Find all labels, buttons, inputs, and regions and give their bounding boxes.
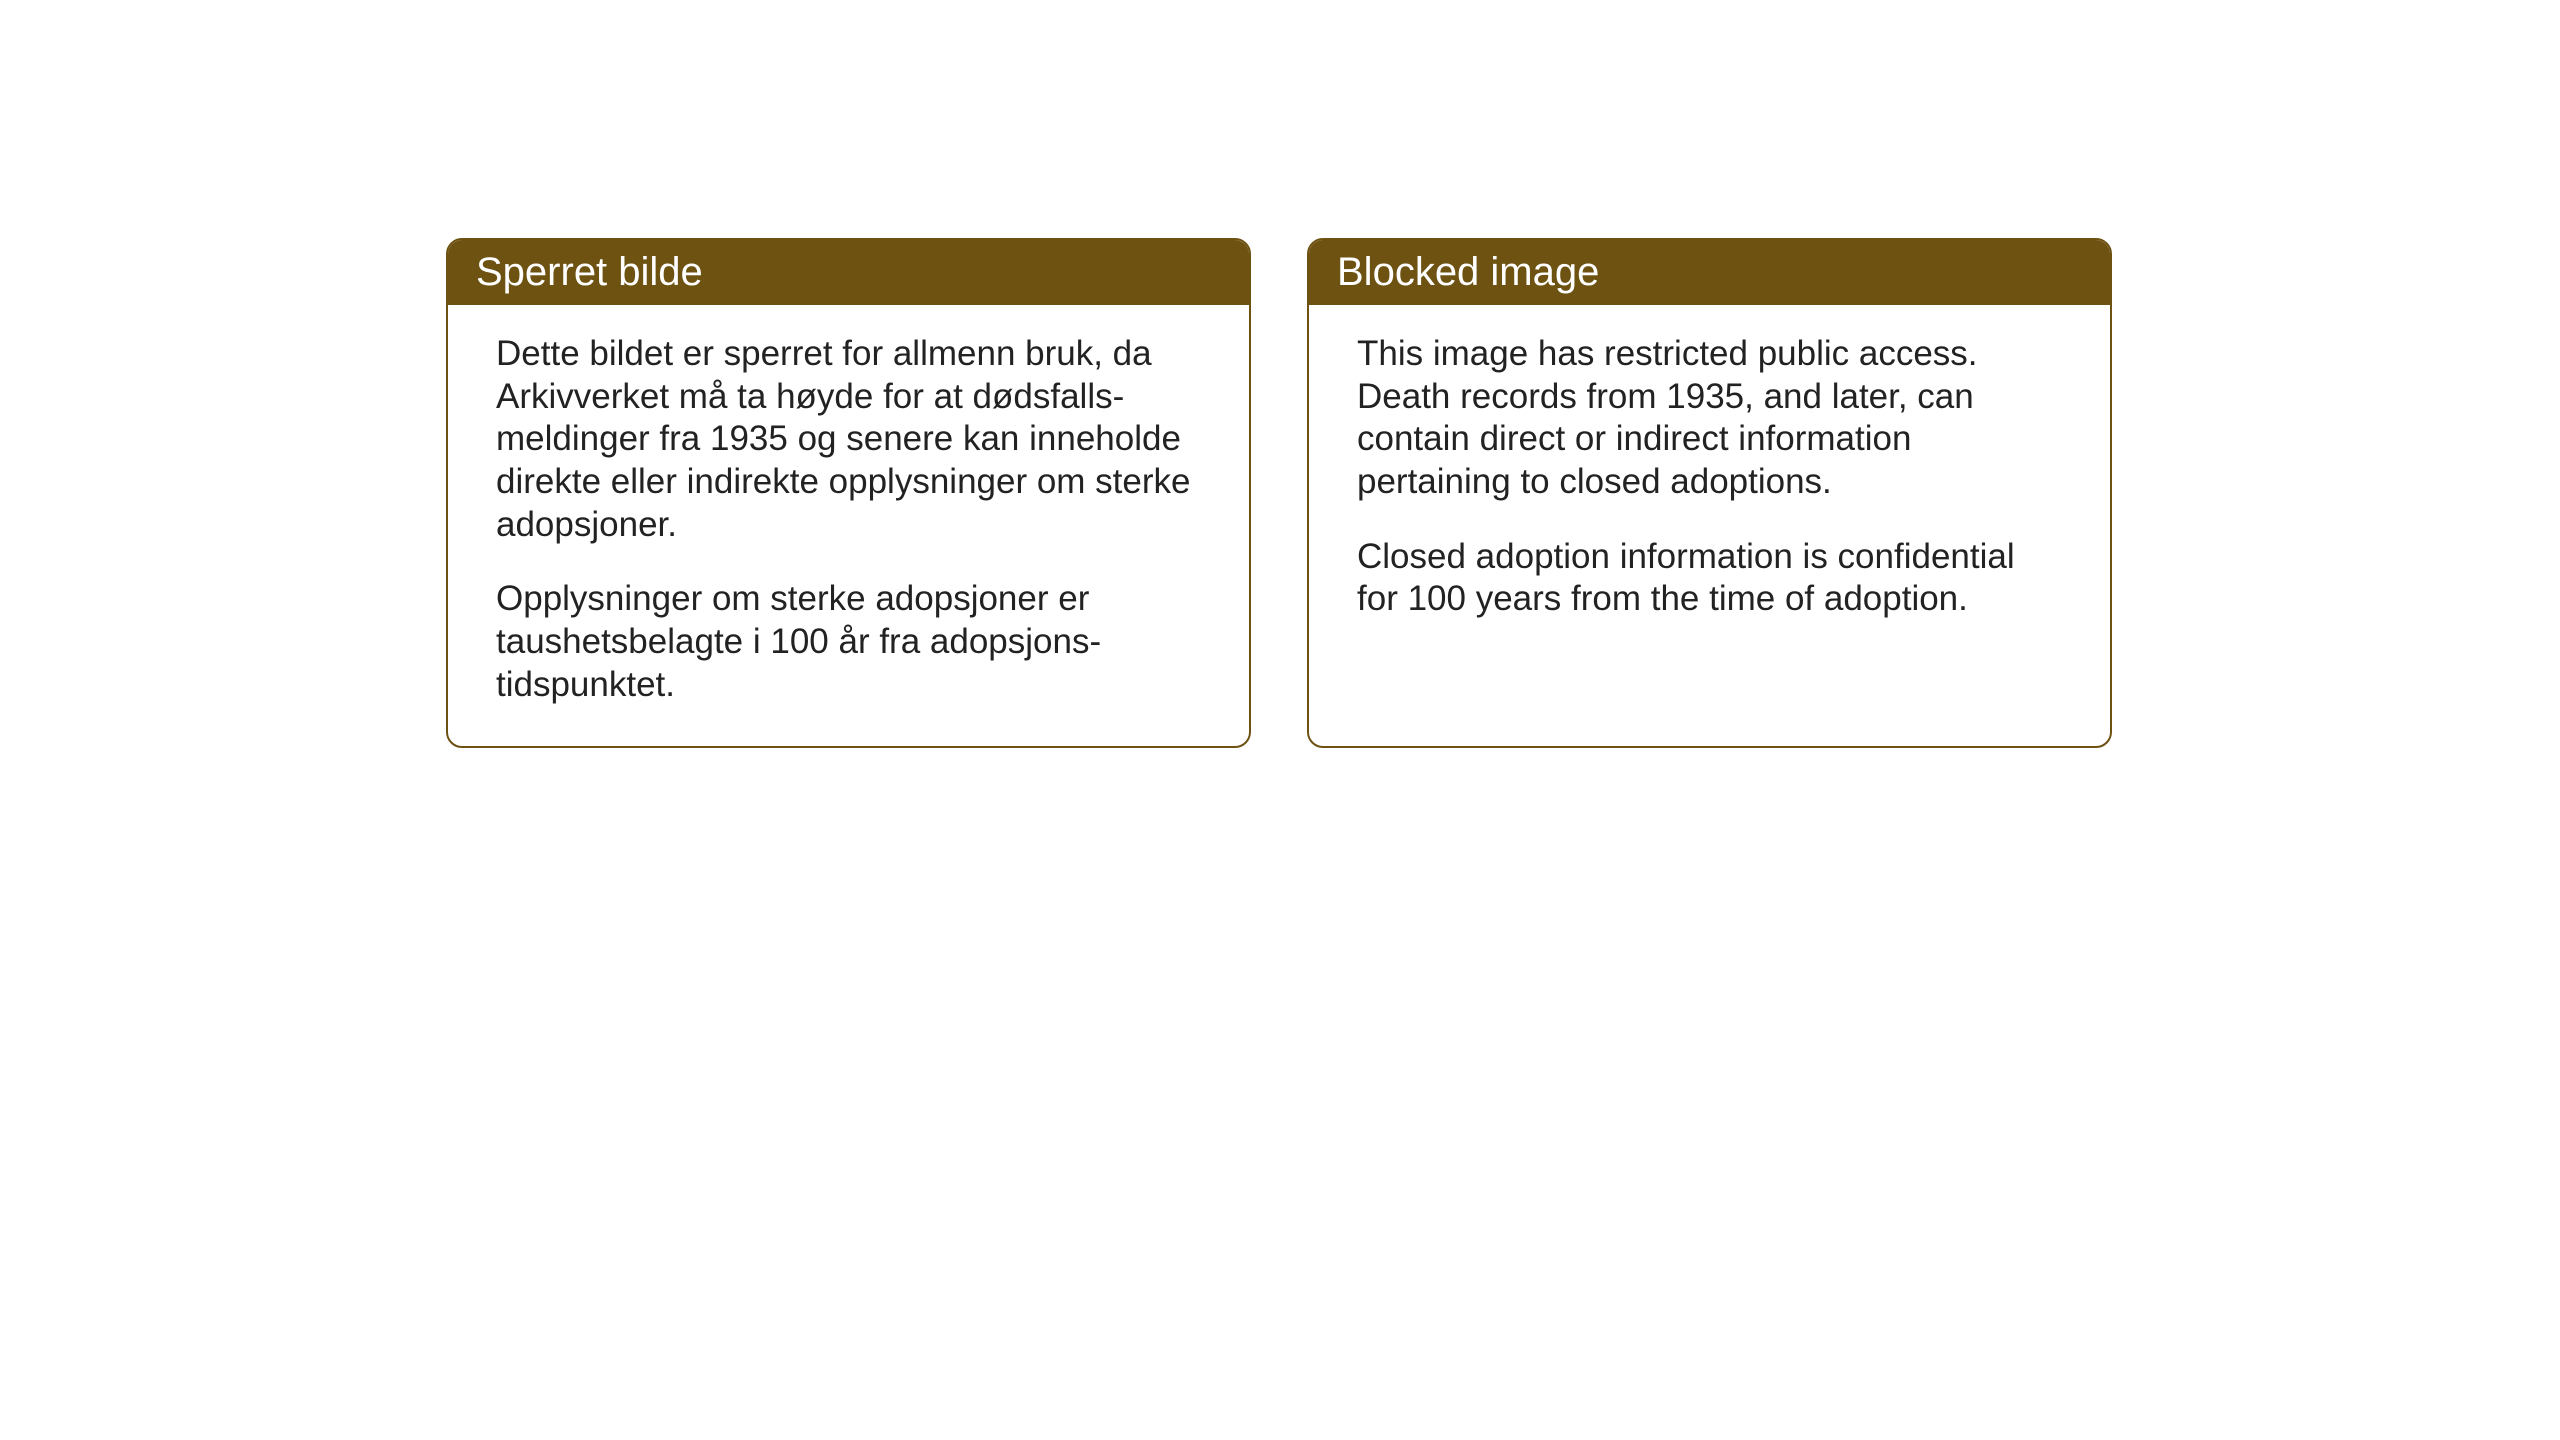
card-english-header: Blocked image	[1309, 240, 2110, 305]
card-norwegian-paragraph-1: Dette bildet er sperret for allmenn bruk…	[496, 333, 1201, 546]
card-norwegian-header: Sperret bilde	[448, 240, 1249, 305]
card-norwegian-title: Sperret bilde	[476, 250, 703, 294]
card-english-paragraph-1: This image has restricted public access.…	[1357, 333, 2062, 504]
card-english: Blocked image This image has restricted …	[1307, 238, 2112, 748]
card-norwegian-body: Dette bildet er sperret for allmenn bruk…	[448, 305, 1249, 748]
card-norwegian: Sperret bilde Dette bildet er sperret fo…	[446, 238, 1251, 748]
cards-container: Sperret bilde Dette bildet er sperret fo…	[446, 238, 2112, 748]
card-english-title: Blocked image	[1337, 250, 1599, 294]
card-english-body: This image has restricted public access.…	[1309, 305, 2110, 663]
card-english-paragraph-2: Closed adoption information is confident…	[1357, 536, 2062, 621]
card-norwegian-paragraph-2: Opplysninger om sterke adopsjoner er tau…	[496, 578, 1201, 706]
